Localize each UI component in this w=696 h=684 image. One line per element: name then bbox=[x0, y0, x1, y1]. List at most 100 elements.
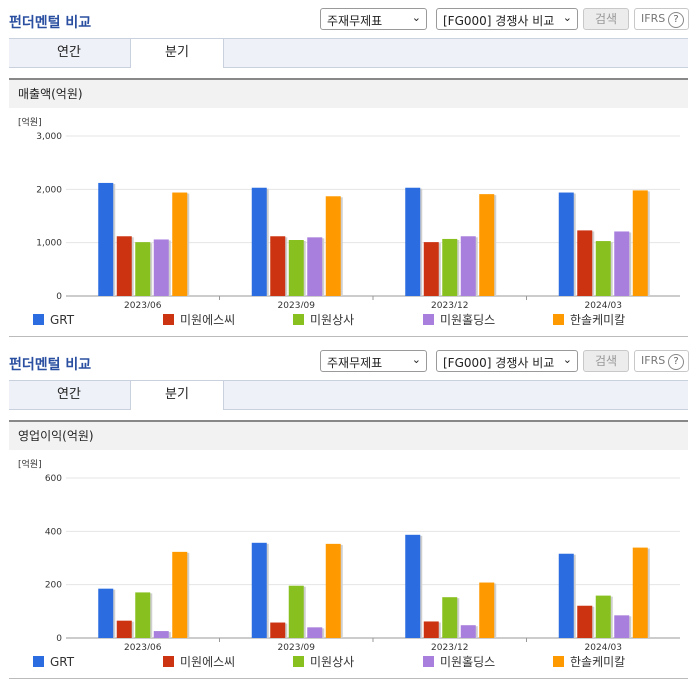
y-tick-label: 1,000 bbox=[36, 239, 62, 249]
legend-item[interactable]: 미원상사 bbox=[293, 312, 354, 328]
compare-select[interactable]: [FG000] 경쟁사 비교 ⌄ bbox=[436, 350, 578, 372]
search-button[interactable]: 검색 bbox=[583, 8, 629, 30]
chart-legend: GRT 미원에스씨 미원상사 미원홀딩스 한솔케미칼 bbox=[0, 654, 696, 674]
bar[interactable] bbox=[135, 242, 151, 296]
bar[interactable] bbox=[98, 182, 114, 296]
bar[interactable] bbox=[251, 542, 267, 638]
tab-quarterly[interactable]: 분기 bbox=[130, 381, 224, 410]
y-tick-label: 400 bbox=[45, 527, 62, 537]
bar[interactable] bbox=[614, 615, 630, 638]
bar[interactable] bbox=[460, 625, 476, 638]
legend-label: 미원홀딩스 bbox=[440, 655, 496, 669]
divider bbox=[9, 336, 688, 337]
bar[interactable] bbox=[460, 236, 476, 296]
y-tick-label: 0 bbox=[56, 292, 62, 302]
x-tick-label: 2023/06 bbox=[124, 301, 162, 308]
legend-label: 한솔케미칼 bbox=[570, 313, 626, 327]
x-tick-label: 2023/09 bbox=[278, 301, 316, 308]
period-tabs: 연간 분기 bbox=[9, 380, 688, 410]
legend-label: 한솔케미칼 bbox=[570, 655, 626, 669]
search-button[interactable]: 검색 bbox=[583, 350, 629, 372]
ifrs-help-button[interactable]: IFRS? bbox=[634, 350, 689, 372]
bar[interactable] bbox=[423, 621, 439, 638]
chart-subtitle: 매출액(억원) bbox=[9, 78, 688, 108]
legend-swatch bbox=[33, 656, 44, 667]
tab-annual[interactable]: 연간 bbox=[57, 45, 81, 60]
bar[interactable] bbox=[479, 194, 495, 296]
legend-item[interactable]: GRT bbox=[33, 312, 74, 328]
legend-item[interactable]: 미원에스씨 bbox=[163, 654, 235, 670]
legend-item[interactable]: GRT bbox=[33, 654, 74, 670]
legend-label: 미원에스씨 bbox=[180, 313, 236, 327]
help-icon: ? bbox=[668, 354, 684, 370]
bar[interactable] bbox=[442, 238, 458, 296]
legend-label: 미원상사 bbox=[310, 655, 355, 669]
legend-item[interactable]: 미원상사 bbox=[293, 654, 354, 670]
bar[interactable] bbox=[116, 620, 132, 638]
legend-item[interactable]: 한솔케미칼 bbox=[553, 654, 625, 670]
bar[interactable] bbox=[558, 192, 574, 296]
bar[interactable] bbox=[595, 241, 611, 296]
bar[interactable] bbox=[288, 240, 304, 296]
bar[interactable] bbox=[325, 543, 341, 638]
bar[interactable] bbox=[307, 237, 323, 296]
bar[interactable] bbox=[270, 236, 286, 296]
legend-swatch bbox=[163, 656, 174, 667]
panel-header: 펀더멘털 비교 주재무제표 ⌄ [FG000] 경쟁사 비교 ⌄ 검색 IFRS? bbox=[0, 0, 696, 38]
legend-swatch bbox=[553, 314, 564, 325]
x-tick-label: 2023/06 bbox=[124, 643, 162, 650]
bar[interactable] bbox=[135, 592, 151, 638]
chart-legend: GRT 미원에스씨 미원상사 미원홀딩스 한솔케미칼 bbox=[0, 312, 696, 332]
statement-select[interactable]: 주재무제표 ⌄ bbox=[320, 350, 427, 372]
panel-title: 펀더멘털 비교 bbox=[9, 15, 92, 31]
legend-label: 미원에스씨 bbox=[180, 655, 236, 669]
x-tick-label: 2023/09 bbox=[278, 643, 316, 650]
legend-label: 미원상사 bbox=[310, 313, 355, 327]
bar[interactable] bbox=[270, 622, 286, 638]
tab-quarterly[interactable]: 분기 bbox=[130, 39, 224, 68]
bar[interactable] bbox=[442, 597, 458, 638]
legend-item[interactable]: 미원홀딩스 bbox=[423, 312, 495, 328]
bar[interactable] bbox=[325, 196, 341, 296]
panel-header: 펀더멘털 비교 주재무제표 ⌄ [FG000] 경쟁사 비교 ⌄ 검색 IFRS? bbox=[0, 342, 696, 380]
y-tick-label: 0 bbox=[56, 634, 62, 644]
bar[interactable] bbox=[423, 242, 439, 296]
x-tick-label: 2023/12 bbox=[431, 301, 468, 308]
divider bbox=[9, 678, 688, 679]
y-unit-label: [억원] bbox=[18, 116, 42, 128]
statement-select[interactable]: 주재무제표 ⌄ bbox=[320, 8, 427, 30]
legend-swatch bbox=[423, 314, 434, 325]
compare-select[interactable]: [FG000] 경쟁사 비교 ⌄ bbox=[436, 8, 578, 30]
bar[interactable] bbox=[251, 187, 267, 296]
legend-swatch bbox=[33, 314, 44, 325]
bar[interactable] bbox=[98, 588, 114, 638]
bar[interactable] bbox=[595, 595, 611, 638]
bar[interactable] bbox=[307, 627, 323, 638]
legend-label: 미원홀딩스 bbox=[440, 313, 496, 327]
period-tabs: 연간 분기 bbox=[9, 38, 688, 68]
bar[interactable] bbox=[479, 582, 495, 638]
tab-annual[interactable]: 연간 bbox=[57, 387, 81, 402]
legend-label: GRT bbox=[50, 655, 75, 669]
bar[interactable] bbox=[288, 585, 304, 638]
bar[interactable] bbox=[632, 190, 648, 296]
legend-item[interactable]: 미원홀딩스 bbox=[423, 654, 495, 670]
bar[interactable] bbox=[153, 631, 169, 638]
bar[interactable] bbox=[614, 231, 630, 296]
ifrs-help-button[interactable]: IFRS? bbox=[634, 8, 689, 30]
x-tick-label: 2024/03 bbox=[585, 643, 622, 650]
bar[interactable] bbox=[632, 547, 648, 638]
bar[interactable] bbox=[577, 605, 593, 638]
legend-swatch bbox=[163, 314, 174, 325]
bar[interactable] bbox=[116, 236, 132, 296]
x-tick-label: 2023/12 bbox=[431, 643, 468, 650]
bar[interactable] bbox=[558, 553, 574, 638]
bar[interactable] bbox=[405, 187, 421, 296]
bar[interactable] bbox=[172, 551, 188, 638]
bar[interactable] bbox=[172, 192, 188, 296]
bar[interactable] bbox=[577, 230, 593, 296]
legend-item[interactable]: 미원에스씨 bbox=[163, 312, 235, 328]
bar[interactable] bbox=[405, 534, 421, 638]
legend-item[interactable]: 한솔케미칼 bbox=[553, 312, 625, 328]
bar[interactable] bbox=[153, 239, 169, 296]
